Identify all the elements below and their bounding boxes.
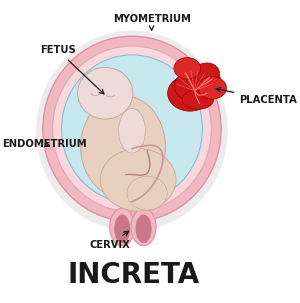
Ellipse shape xyxy=(81,95,165,198)
Ellipse shape xyxy=(43,36,221,222)
Ellipse shape xyxy=(100,148,176,211)
Ellipse shape xyxy=(174,58,201,79)
Ellipse shape xyxy=(182,90,214,109)
Ellipse shape xyxy=(136,215,152,243)
Ellipse shape xyxy=(194,63,219,82)
Ellipse shape xyxy=(168,75,212,111)
Text: CERVIX: CERVIX xyxy=(89,231,130,250)
Ellipse shape xyxy=(52,46,211,212)
Text: PLACENTA: PLACENTA xyxy=(216,88,297,105)
Ellipse shape xyxy=(198,77,226,99)
Text: INCRETA: INCRETA xyxy=(68,261,200,289)
Ellipse shape xyxy=(174,71,214,102)
Ellipse shape xyxy=(110,208,135,246)
Ellipse shape xyxy=(118,108,145,153)
Text: MYOMETRIUM: MYOMETRIUM xyxy=(113,14,190,30)
Text: ENDOMETRIUM: ENDOMETRIUM xyxy=(2,139,86,149)
Ellipse shape xyxy=(78,67,133,119)
Text: FETUS: FETUS xyxy=(40,45,104,94)
Ellipse shape xyxy=(131,208,156,246)
Ellipse shape xyxy=(36,30,228,231)
Ellipse shape xyxy=(61,55,203,203)
Ellipse shape xyxy=(127,176,167,210)
Ellipse shape xyxy=(114,215,130,243)
Ellipse shape xyxy=(186,67,220,92)
